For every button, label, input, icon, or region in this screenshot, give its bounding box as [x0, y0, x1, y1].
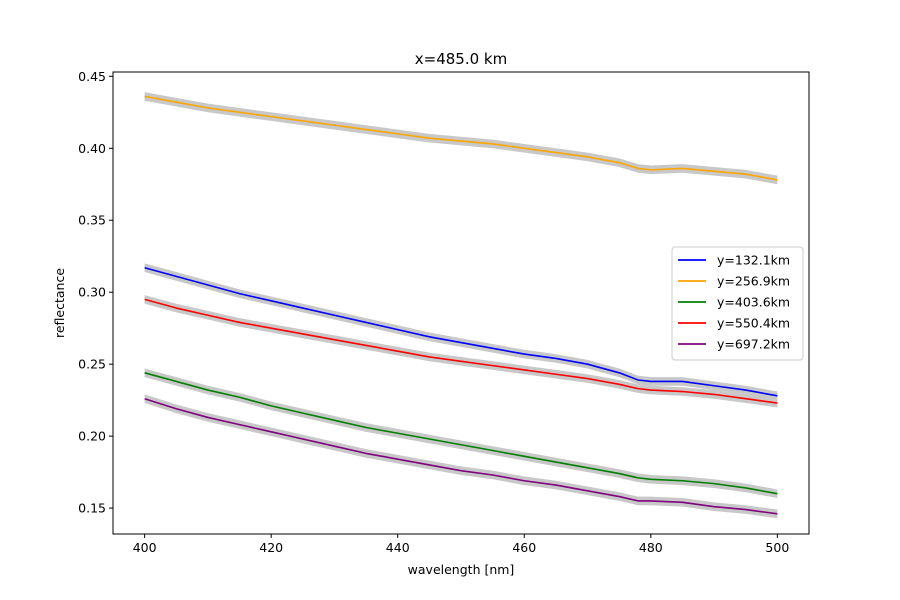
- uncertainty-band-3: [144, 295, 778, 408]
- uncertainty-band-2: [144, 368, 778, 499]
- chart-title: x=485.0 km: [415, 50, 507, 68]
- y-tick-label: 0.20: [78, 429, 106, 444]
- y-tick-label: 0.40: [78, 141, 106, 156]
- legend-entry-2: y=403.6km: [717, 295, 790, 310]
- uncertainty-band-1: [144, 92, 778, 185]
- legend-box: [671, 246, 804, 361]
- x-tick-label: 460: [512, 540, 536, 555]
- legend: y=132.1km y=256.9km y=403.6km y=550.4km y=69…: [671, 246, 804, 361]
- series-line-3: [144, 298, 778, 404]
- legend-entry-3: y=550.4km: [717, 316, 790, 331]
- y-axis-label: reflectance: [52, 268, 67, 338]
- x-tick-label: 440: [386, 540, 410, 555]
- y-tick-label: 0.25: [78, 357, 106, 372]
- y-tick-label: 0.15: [78, 501, 106, 516]
- y-axis: 0.15 0.20 0.25 0.30 0.35 0.40 0.45: [78, 69, 113, 516]
- series-lines: [144, 95, 778, 515]
- y-tick-label: 0.30: [78, 285, 106, 300]
- plot-frame: [112, 71, 810, 535]
- x-tick-label: 500: [765, 540, 789, 555]
- x-tick-label: 420: [259, 540, 283, 555]
- y-tick-label: 0.45: [78, 69, 106, 84]
- x-axis: 400 420 440 460 480 500: [133, 534, 789, 555]
- x-tick-label: 400: [133, 540, 157, 555]
- series-line-0: [144, 266, 778, 397]
- series-line-2: [144, 372, 778, 495]
- series-line-1: [144, 95, 778, 181]
- x-tick-label: 480: [639, 540, 663, 555]
- y-tick-label: 0.35: [78, 213, 106, 228]
- series-line-4: [144, 397, 778, 515]
- x-axis-label: wavelength [nm]: [408, 562, 515, 577]
- uncertainty-band-4: [144, 394, 778, 519]
- legend-entry-4: y=697.2km: [717, 337, 790, 352]
- legend-entry-0: y=132.1km: [717, 253, 790, 268]
- legend-entry-1: y=256.9km: [717, 274, 790, 289]
